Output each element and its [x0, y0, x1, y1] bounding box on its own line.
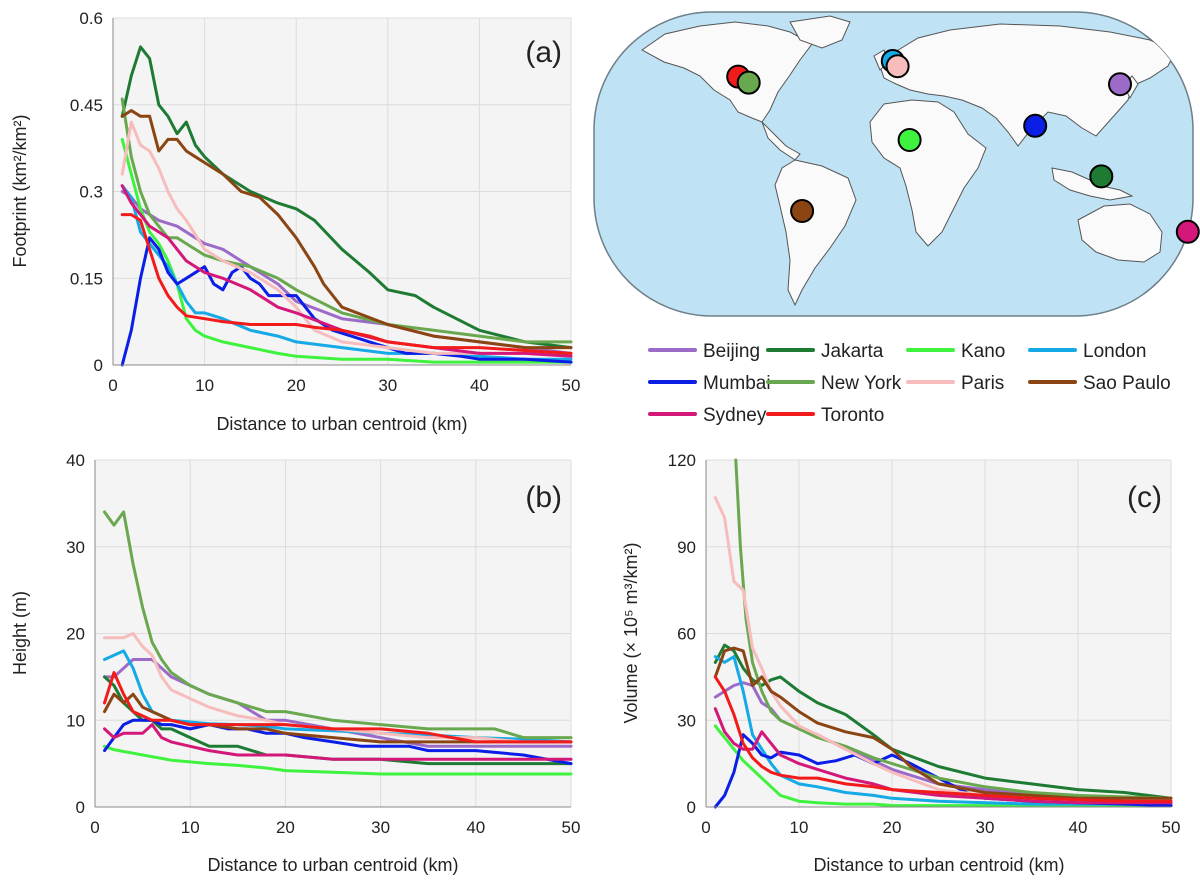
x-tick-label: 10 — [790, 818, 809, 837]
series-line-london — [713, 655, 1173, 806]
indonesia-shape — [1051, 167, 1134, 201]
panel-label-a: (a) — [525, 36, 562, 69]
series-line-kano — [103, 744, 573, 776]
x-tick-label: 50 — [1162, 818, 1181, 837]
legend-label-beijing: Beijing — [703, 341, 760, 362]
world-map — [593, 11, 1200, 317]
legend: Beijing Jakarta Kano London Mumbai New York Pa… — [648, 341, 1171, 426]
y-tick-label: 0.45 — [70, 96, 103, 115]
x-axis-label-b: Distance to urban centroid (km) — [207, 855, 458, 875]
series-group-a — [120, 45, 573, 367]
series-line-mumbai — [120, 236, 573, 367]
y-tick-label: 0 — [687, 798, 696, 817]
series-line-toronto — [103, 671, 573, 744]
x-axis-label-a: Distance to urban centroid (km) — [216, 414, 467, 434]
x-tick-label: 40 — [466, 818, 485, 837]
series-line-paris — [120, 120, 573, 358]
north-america-shape — [641, 21, 813, 123]
y-tick-label: 30 — [66, 538, 85, 557]
map-marker-paris — [885, 54, 910, 79]
legend-label-new-york: New York — [821, 373, 902, 394]
series-group-c — [713, 458, 1173, 809]
y-tick-label: 20 — [66, 625, 85, 644]
x-tick-label: 50 — [562, 376, 581, 395]
legend-label-paris: Paris — [961, 373, 1004, 394]
series-line-kano — [120, 137, 573, 364]
series-line-sao-paulo — [713, 646, 1173, 800]
x-tick-label: 30 — [378, 376, 397, 395]
map-marker-sydney — [1175, 219, 1200, 244]
y-tick-label: 30 — [677, 711, 696, 730]
y-tick-label: 120 — [668, 451, 696, 470]
map-marker-mumbai — [1023, 113, 1048, 138]
x-tick-label: 10 — [195, 376, 214, 395]
gridlines-a — [113, 17, 572, 365]
legend-label-kano: Kano — [961, 341, 1005, 362]
x-tick-label: 0 — [701, 818, 710, 837]
x-tick-label: 30 — [371, 818, 390, 837]
city-markers — [726, 49, 1200, 244]
legend-label-sao-paulo: Sao Paulo — [1083, 373, 1171, 394]
x-tick-label: 40 — [470, 376, 489, 395]
legend-label-mumbai: Mumbai — [703, 373, 771, 394]
y-tick-label: 0 — [76, 798, 85, 817]
y-tick-label: 60 — [677, 625, 696, 644]
map-marker-sao-paulo — [790, 199, 815, 223]
panel-label-c: (c) — [1127, 481, 1162, 514]
series-line-mumbai — [103, 718, 573, 766]
series-line-sao-paulo — [120, 109, 573, 350]
continents — [641, 15, 1176, 307]
x-tick-label: 20 — [276, 818, 295, 837]
map-marker-beijing — [1108, 72, 1132, 97]
series-group-b — [103, 510, 573, 776]
y-axis-label-a: Footprint (km²/km²) — [10, 115, 30, 268]
europe-asia-shape — [879, 23, 1176, 147]
y-tick-label: 10 — [66, 711, 85, 730]
greenland-shape — [789, 15, 851, 49]
panel-c-volume-chart: 0 10 20 30 40 50 0 30 60 90 120 (c) Distance to ur… — [621, 451, 1180, 875]
y-tick-label: 0.15 — [70, 269, 103, 288]
y-tick-label: 0.3 — [79, 183, 103, 202]
series-line-paris — [103, 632, 573, 744]
map-marker-jakarta — [1089, 164, 1114, 189]
tick-labels-c: 0 10 20 30 40 50 0 30 60 90 120 — [668, 451, 1181, 837]
australia-shape — [1077, 203, 1163, 263]
x-tick-label: 50 — [562, 818, 581, 837]
panel-label-b: (b) — [525, 481, 562, 514]
map-marker-kano — [897, 128, 922, 152]
y-tick-label: 0 — [94, 356, 103, 375]
tick-labels-a: 0 10 20 30 40 50 0 0.15 0.3 0.45 0.6 — [70, 9, 581, 395]
x-tick-label: 20 — [287, 376, 306, 395]
series-line-new-york — [103, 510, 573, 740]
panel-a-footprint-chart: 0 10 20 30 40 50 0 0.15 0.3 0.45 0.6 (a) Distance … — [10, 9, 580, 434]
x-tick-label: 0 — [108, 376, 117, 395]
map-marker-new-york — [736, 70, 761, 95]
y-axis-label-b: Height (m) — [10, 591, 30, 675]
y-tick-label: 90 — [677, 538, 696, 557]
south-america-shape — [774, 159, 857, 307]
legend-label-sydney: Sydney — [703, 405, 767, 426]
tick-labels-b: 0 10 20 30 40 50 0 10 20 30 40 — [66, 451, 580, 837]
x-tick-label: 0 — [90, 818, 99, 837]
x-tick-label: 20 — [883, 818, 902, 837]
y-tick-label: 40 — [66, 451, 85, 470]
central-america-shape — [761, 121, 801, 161]
legend-label-london: London — [1083, 341, 1146, 362]
y-axis-label-c: Volume (× 10⁵ m³/km²) — [621, 542, 641, 723]
legend-label-toronto: Toronto — [821, 405, 884, 426]
x-tick-label: 10 — [181, 818, 200, 837]
series-line-toronto — [713, 675, 1173, 803]
y-tick-label: 0.6 — [79, 9, 103, 28]
panel-b-height-chart: 0 10 20 30 40 50 0 10 20 30 40 (b) Distance to urb… — [10, 451, 580, 875]
series-line-sydney — [713, 707, 1173, 805]
x-axis-label-c: Distance to urban centroid (km) — [813, 855, 1064, 875]
series-line-toronto — [120, 213, 573, 355]
series-line-sydney — [103, 723, 573, 761]
x-tick-label: 30 — [976, 818, 995, 837]
x-tick-label: 40 — [1069, 818, 1088, 837]
legend-label-jakarta: Jakarta — [821, 341, 884, 362]
series-line-jakarta — [120, 45, 573, 350]
series-line-jakarta — [713, 643, 1173, 800]
